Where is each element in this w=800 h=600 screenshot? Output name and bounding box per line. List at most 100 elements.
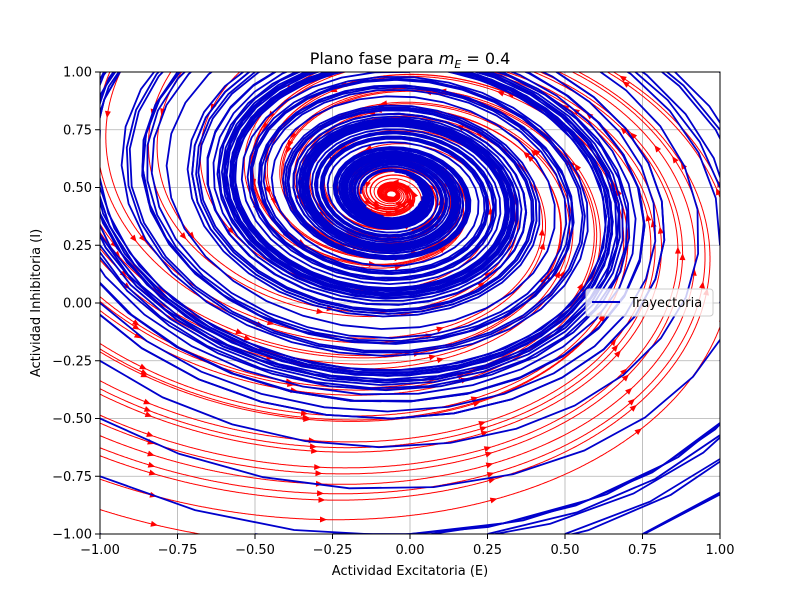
x-tick-label: 0.50 <box>551 543 580 558</box>
x-tick-label: −0.50 <box>235 543 275 558</box>
streamline-arrow <box>479 426 488 432</box>
x-tick-label: 0.75 <box>628 543 657 558</box>
streamline-arrow <box>302 414 310 421</box>
streamline-arrow <box>148 469 157 476</box>
trajectory-line <box>100 72 720 534</box>
trajectory-line <box>141 72 643 345</box>
y-tick-label: 0.25 <box>63 239 92 254</box>
streamline-arrow <box>485 462 494 469</box>
legend-trajectory-label: Trayectoria <box>629 296 702 311</box>
streamline-arrow <box>620 368 628 376</box>
x-tick-label: 0.00 <box>396 543 425 558</box>
streamline-arrow <box>133 332 142 339</box>
x-axis-ticks: −1.00 −0.75 −0.50 −0.25 0.00 0.25 0.50 0.75 1.00 <box>80 534 734 558</box>
y-tick-label: −1.00 <box>52 528 92 543</box>
streamline-arrow <box>484 271 492 279</box>
streamline-arrow <box>317 490 325 497</box>
streamline-arrow <box>140 369 148 375</box>
streamline-arrow <box>679 253 686 261</box>
streamline-arrow <box>621 374 629 382</box>
streamline-arrow <box>129 234 137 242</box>
streamline-arrow <box>319 516 327 523</box>
streamline-arrow <box>146 431 154 437</box>
streamline-arrow <box>399 201 407 209</box>
legend-box <box>585 288 714 317</box>
streamline-arrow <box>530 149 538 157</box>
streamline-arrow <box>625 387 633 395</box>
streamline-arrow <box>645 213 652 222</box>
streamline-arrow <box>147 461 156 468</box>
streamline-arrow <box>389 184 397 191</box>
streamline-arrow <box>489 497 498 504</box>
streamline <box>612 72 720 188</box>
streamline <box>100 509 204 534</box>
streamline-arrow <box>309 443 317 450</box>
streamline-arrow <box>394 208 402 215</box>
streamline-arrow <box>119 270 127 278</box>
streamline-arrow <box>407 199 414 207</box>
x-tick-label: 0.25 <box>473 543 502 558</box>
y-tick-label: 0.00 <box>63 297 92 312</box>
legend: Trayectoria <box>585 288 714 317</box>
streamline-arrow <box>314 464 322 471</box>
streamline-arrow <box>318 496 326 503</box>
streamline-arrow <box>484 451 493 458</box>
y-tick-label: −0.75 <box>52 470 92 485</box>
streamline-arrow <box>147 450 155 457</box>
streamline-arrow <box>554 270 561 279</box>
streamline-arrow <box>391 179 399 186</box>
streamline-arrow <box>486 471 495 478</box>
streamline-arrow <box>372 200 381 207</box>
x-tick-label: −1.00 <box>80 543 120 558</box>
streamline-arrow <box>104 110 111 119</box>
streamline-arrow <box>390 194 398 202</box>
streamline-arrow <box>609 338 617 347</box>
streamline-arrow <box>496 90 505 97</box>
y-tick-label: 0.75 <box>63 123 92 138</box>
streamline-arrow <box>672 156 679 164</box>
streamline-arrow <box>364 197 372 205</box>
streamline-arrow <box>143 406 152 412</box>
streamline-arrow <box>243 334 252 341</box>
streamline-arrow <box>428 354 437 361</box>
streamline-arrow <box>436 357 445 364</box>
trajectory-line <box>240 72 502 286</box>
streamline-arrow <box>132 319 140 326</box>
streamline-arrow <box>385 210 393 217</box>
trajectory-line <box>100 72 720 534</box>
y-tick-label: −0.50 <box>52 412 92 427</box>
y-axis-label: Actividad Inhibitoria (I) <box>29 229 44 377</box>
trajectory-line <box>100 72 720 534</box>
streamline-arrow <box>412 190 419 199</box>
streamline <box>100 72 662 453</box>
streamline-arrow <box>179 232 187 240</box>
streamline-arrow <box>226 226 234 234</box>
streamline-arrow <box>716 187 720 196</box>
streamline-arrow <box>538 228 545 236</box>
streamline-arrow <box>263 122 270 130</box>
streamline-arrow <box>401 184 410 191</box>
streamline-arrow <box>150 520 158 527</box>
streamline-arrow <box>483 446 492 452</box>
streamline-arrow <box>611 344 619 352</box>
streamline-arrow <box>674 246 681 254</box>
streamline-arrow <box>539 242 546 250</box>
plot-area <box>100 72 720 534</box>
trajectory-line <box>125 72 720 354</box>
streamline-arrow <box>577 282 583 291</box>
streamline-arrow <box>287 139 294 148</box>
trajectory-line <box>100 72 720 374</box>
streamline-arrow <box>620 127 628 135</box>
streamline <box>100 72 684 475</box>
streamline-arrow <box>311 447 319 454</box>
streamline-arrow <box>132 323 140 330</box>
trajectory-lines <box>100 72 720 534</box>
trajectory-line <box>100 72 720 477</box>
streamline-arrow <box>527 154 535 163</box>
streamline <box>100 72 720 521</box>
streamline-arrow <box>629 404 637 412</box>
y-tick-label: 1.00 <box>63 66 92 81</box>
streamline-arrow <box>654 145 662 153</box>
streamline-arrow <box>316 308 324 315</box>
streamline-arrow <box>315 470 323 477</box>
